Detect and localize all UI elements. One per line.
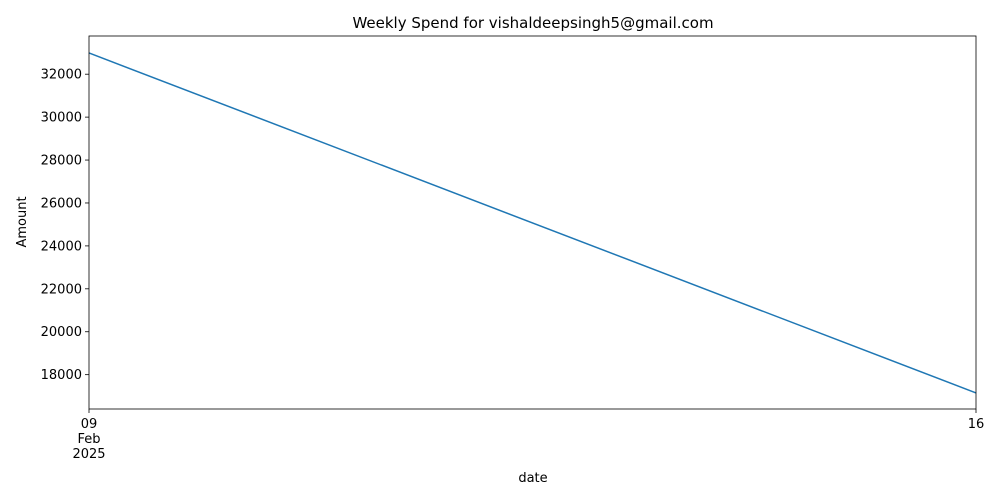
x-axis-label: date bbox=[518, 471, 547, 486]
y-tick-label: 32000 bbox=[41, 68, 82, 83]
y-tick-label: 18000 bbox=[41, 368, 82, 383]
y-tick-label: 30000 bbox=[41, 111, 82, 126]
y-tick-label: 22000 bbox=[41, 282, 82, 297]
x-tick-label-line: 09 bbox=[81, 417, 98, 432]
chart-title: Weekly Spend for vishaldeepsingh5@gmail.… bbox=[352, 14, 713, 32]
x-tick-label-line: 16 bbox=[968, 417, 985, 432]
x-tick-label-line: 2025 bbox=[72, 447, 105, 462]
y-axis-label: Amount bbox=[15, 196, 30, 247]
series-line bbox=[88, 52, 977, 394]
y-tick-label: 26000 bbox=[41, 196, 82, 211]
x-tick-label: 09 Feb 2025 bbox=[72, 417, 105, 462]
y-tick-label: 28000 bbox=[41, 154, 82, 169]
x-tick-label-line: Feb bbox=[77, 432, 100, 447]
plot-area: 18000 20000 22000 24000 26000 28000 30000 32000… bbox=[41, 35, 985, 462]
plot-frame bbox=[88, 35, 977, 410]
y-tick-label: 24000 bbox=[41, 239, 82, 254]
x-tick-label: 16 bbox=[968, 417, 985, 432]
y-tick-label: 20000 bbox=[41, 325, 82, 340]
